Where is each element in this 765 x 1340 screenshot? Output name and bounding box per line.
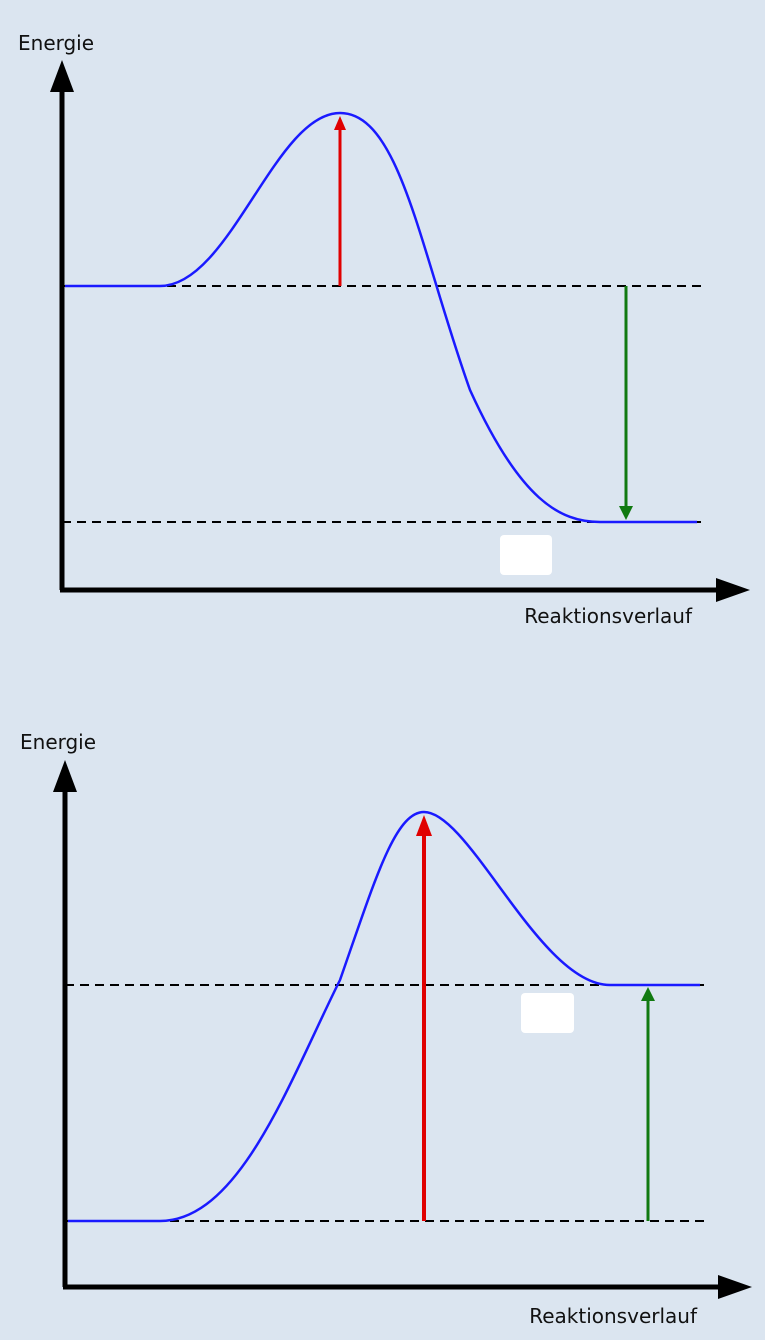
y-axis [53,760,77,1287]
y-axis-label: Energie [18,31,94,55]
x-axis-label: Reaktionsverlauf [524,604,693,628]
energy-diagram-endothermic: Energie Reaktionsverlauf [20,730,752,1328]
y-axis-arrowhead [50,60,74,92]
answer-box[interactable] [500,535,552,575]
energy-curve [68,810,700,1223]
answer-box[interactable] [521,993,574,1033]
energy-curve [65,111,697,524]
activation-energy-arrow [334,116,346,286]
y-axis-arrowhead [53,760,77,792]
x-axis [63,1275,752,1299]
reaction-enthalpy-arrow [619,286,633,520]
reaction-enthalpy-arrow [641,987,655,1221]
x-axis-arrowhead [716,578,750,602]
x-axis [60,578,750,602]
activation-energy-arrow [416,815,432,1221]
energy-diagram-exothermic: Energie Reaktionsverlauf [18,31,750,628]
x-axis-label: Reaktionsverlauf [529,1304,698,1328]
x-axis-arrowhead [718,1275,752,1299]
y-axis [50,60,74,590]
y-axis-label: Energie [20,730,96,754]
